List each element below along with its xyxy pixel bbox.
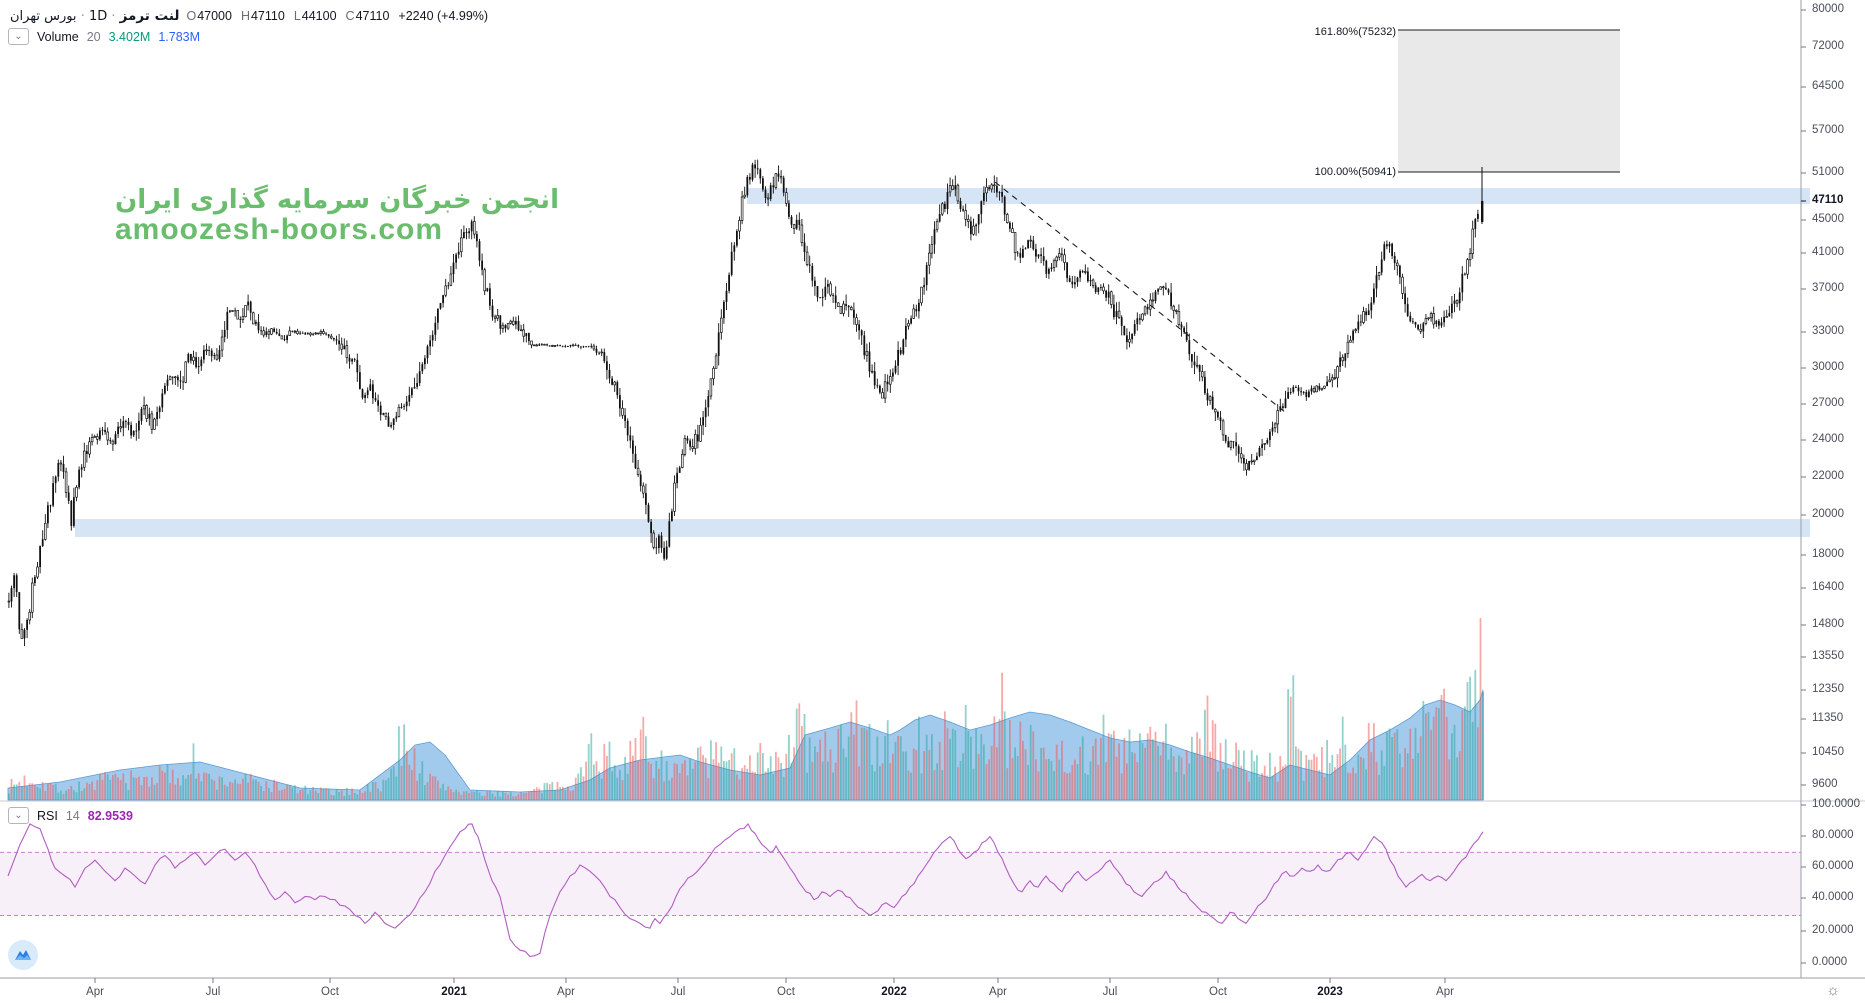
high-value: H47110 (240, 9, 285, 23)
time-tick-2021: 2021 (441, 986, 467, 998)
fib-100-label[interactable]: 100.00%(50941) (1314, 166, 1396, 178)
time-tick-Oct: Oct (321, 986, 339, 998)
open-value: O47000 (186, 9, 232, 23)
chevron-down-icon: ⌄ (14, 31, 23, 42)
symbol-header: لنت ترمز · 1D · بورس تهران O47000 H47110… (10, 7, 488, 25)
price-tick: 45000 (1812, 213, 1844, 225)
timeframe[interactable]: 1D (88, 9, 108, 24)
chevron-down-icon: ⌄ (14, 810, 23, 821)
rsi-length: 14 (65, 808, 80, 823)
price-tick: 33000 (1812, 325, 1844, 337)
price-tick: 9600 (1812, 778, 1838, 790)
volume-value: 3.402M (108, 29, 151, 44)
price-tick: 57000 (1812, 124, 1844, 136)
rsi-tick: 80.0000 (1812, 829, 1854, 841)
upper-zone (747, 188, 1810, 204)
price-tick: 10450 (1812, 746, 1844, 758)
time-tick-Apr: Apr (86, 986, 104, 998)
watermark-line1: انجمن خبرگان سرمایه گذاری ایران (115, 185, 559, 215)
ohlc-values: O47000 H47110 L44100 C47110 +2240 (+4.99… (186, 9, 488, 23)
watermark-line2: amoozesh-boors.com (115, 213, 444, 247)
volume-collapse-button[interactable]: ⌄ (8, 28, 29, 45)
mountain-logo-icon (15, 950, 31, 960)
close-value: C47110 (345, 9, 390, 23)
rsi-tick: 100.0000 (1812, 798, 1860, 810)
price-tick: 18000 (1812, 548, 1844, 560)
rsi-collapse-button[interactable]: ⌄ (8, 807, 29, 824)
rsi-value: 82.9539 (87, 808, 133, 823)
price-tick: 13550 (1812, 650, 1844, 662)
price-tick: 41000 (1812, 246, 1844, 258)
low-value: L44100 (293, 9, 337, 23)
settings-icon[interactable]: ☼ (1826, 981, 1840, 999)
change-value: +2240 (+4.99%) (398, 9, 489, 23)
rsi-tick: 20.0000 (1812, 924, 1854, 936)
price-tick: 24000 (1812, 433, 1844, 445)
volume-legend: ⌄ Volume 20 3.402M 1.783M (8, 28, 200, 45)
lower-zone (75, 519, 1810, 537)
price-tick: 11350 (1812, 712, 1844, 724)
rsi-legend: ⌄ RSI 14 82.9539 (8, 807, 133, 824)
price-tick: 22000 (1812, 470, 1844, 482)
price-tick: 80000 (1812, 3, 1844, 15)
symbol-name[interactable]: لنت ترمز (119, 8, 180, 24)
price-tick: 14800 (1812, 618, 1844, 630)
time-tick-Apr: Apr (989, 986, 1007, 998)
time-tick-Apr: Apr (557, 986, 575, 998)
price-tick: 72000 (1812, 40, 1844, 52)
rsi-tick: 0.0000 (1812, 956, 1848, 968)
price-tick: 16400 (1812, 581, 1844, 593)
rsi-tick: 40.0000 (1812, 891, 1854, 903)
price-tick: 12350 (1812, 683, 1844, 695)
watermark: انجمن خبرگان سرمایه گذاری ایران amoozesh… (115, 186, 559, 246)
time-tick-Jul: Jul (670, 986, 686, 998)
time-tick-Oct: Oct (777, 986, 795, 998)
time-tick-Oct: Oct (1209, 986, 1227, 998)
volume-length: 20 (86, 29, 101, 44)
rsi-tick: 60.0000 (1812, 860, 1854, 872)
volume-ma-value: 1.783M (158, 29, 201, 44)
time-tick-Apr: Apr (1436, 986, 1454, 998)
time-tick-2022: 2022 (881, 986, 907, 998)
price-tick: 27000 (1812, 397, 1844, 409)
time-tick-Jul: Jul (205, 986, 221, 998)
rsi-label[interactable]: RSI (37, 808, 58, 823)
price-tick: 30000 (1812, 361, 1844, 373)
price-tick: 64500 (1812, 80, 1844, 92)
time-tick-2023: 2023 (1317, 986, 1343, 998)
fib-161-label[interactable]: 161.80%(75232) (1314, 26, 1396, 38)
exchange-name[interactable]: بورس تهران (10, 9, 77, 24)
price-tick: 51000 (1812, 166, 1844, 178)
time-tick-Jul: Jul (1102, 986, 1118, 998)
volume-label[interactable]: Volume (37, 29, 79, 44)
symbol-title[interactable]: لنت ترمز · 1D · بورس تهران (10, 8, 180, 24)
current-price-label: 47110 (1812, 194, 1844, 206)
broker-logo[interactable] (8, 940, 38, 970)
price-tick: 37000 (1812, 282, 1844, 294)
price-tick: 20000 (1812, 508, 1844, 520)
